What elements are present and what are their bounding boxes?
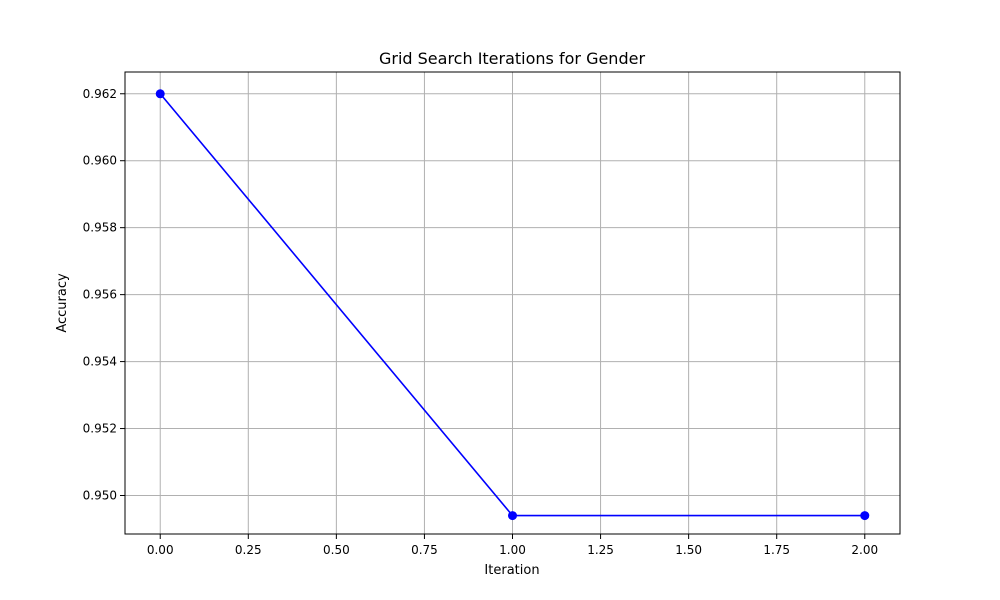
y-tick-label: 0.950 — [83, 489, 117, 503]
x-tick-label: 1.50 — [675, 543, 702, 557]
x-tick-label: 1.00 — [499, 543, 526, 557]
y-tick-label: 0.956 — [83, 288, 117, 302]
data-point — [860, 511, 870, 521]
x-tick-label: 0.50 — [323, 543, 350, 557]
x-tick-label: 1.75 — [763, 543, 790, 557]
x-tick-label: 0.75 — [411, 543, 438, 557]
y-axis-ticks: 0.950 0.952 0.954 0.956 0.958 0.960 0.962 — [83, 87, 125, 503]
x-axis-label: Iteration — [484, 563, 539, 578]
chart-title: Grid Search Iterations for Gender — [379, 49, 645, 68]
x-tick-label: 0.25 — [235, 543, 262, 557]
x-tick-label: 2.00 — [851, 543, 878, 557]
data-point — [508, 511, 517, 521]
y-tick-label: 0.954 — [83, 355, 117, 369]
y-tick-label: 0.952 — [83, 422, 117, 436]
x-axis-ticks: 0.00 0.25 0.50 0.75 1.00 1.25 1.50 1.75 2.00 — [147, 534, 878, 557]
series-layer — [155, 89, 870, 521]
grid-lines — [125, 72, 900, 534]
y-tick-label: 0.958 — [83, 221, 117, 235]
data-point — [155, 89, 165, 99]
y-axis-label: Accuracy — [55, 273, 70, 333]
y-tick-label: 0.962 — [83, 87, 117, 101]
x-tick-label: 1.25 — [587, 543, 614, 557]
x-tick-label: 0.00 — [147, 543, 174, 557]
y-tick-label: 0.960 — [83, 154, 117, 168]
